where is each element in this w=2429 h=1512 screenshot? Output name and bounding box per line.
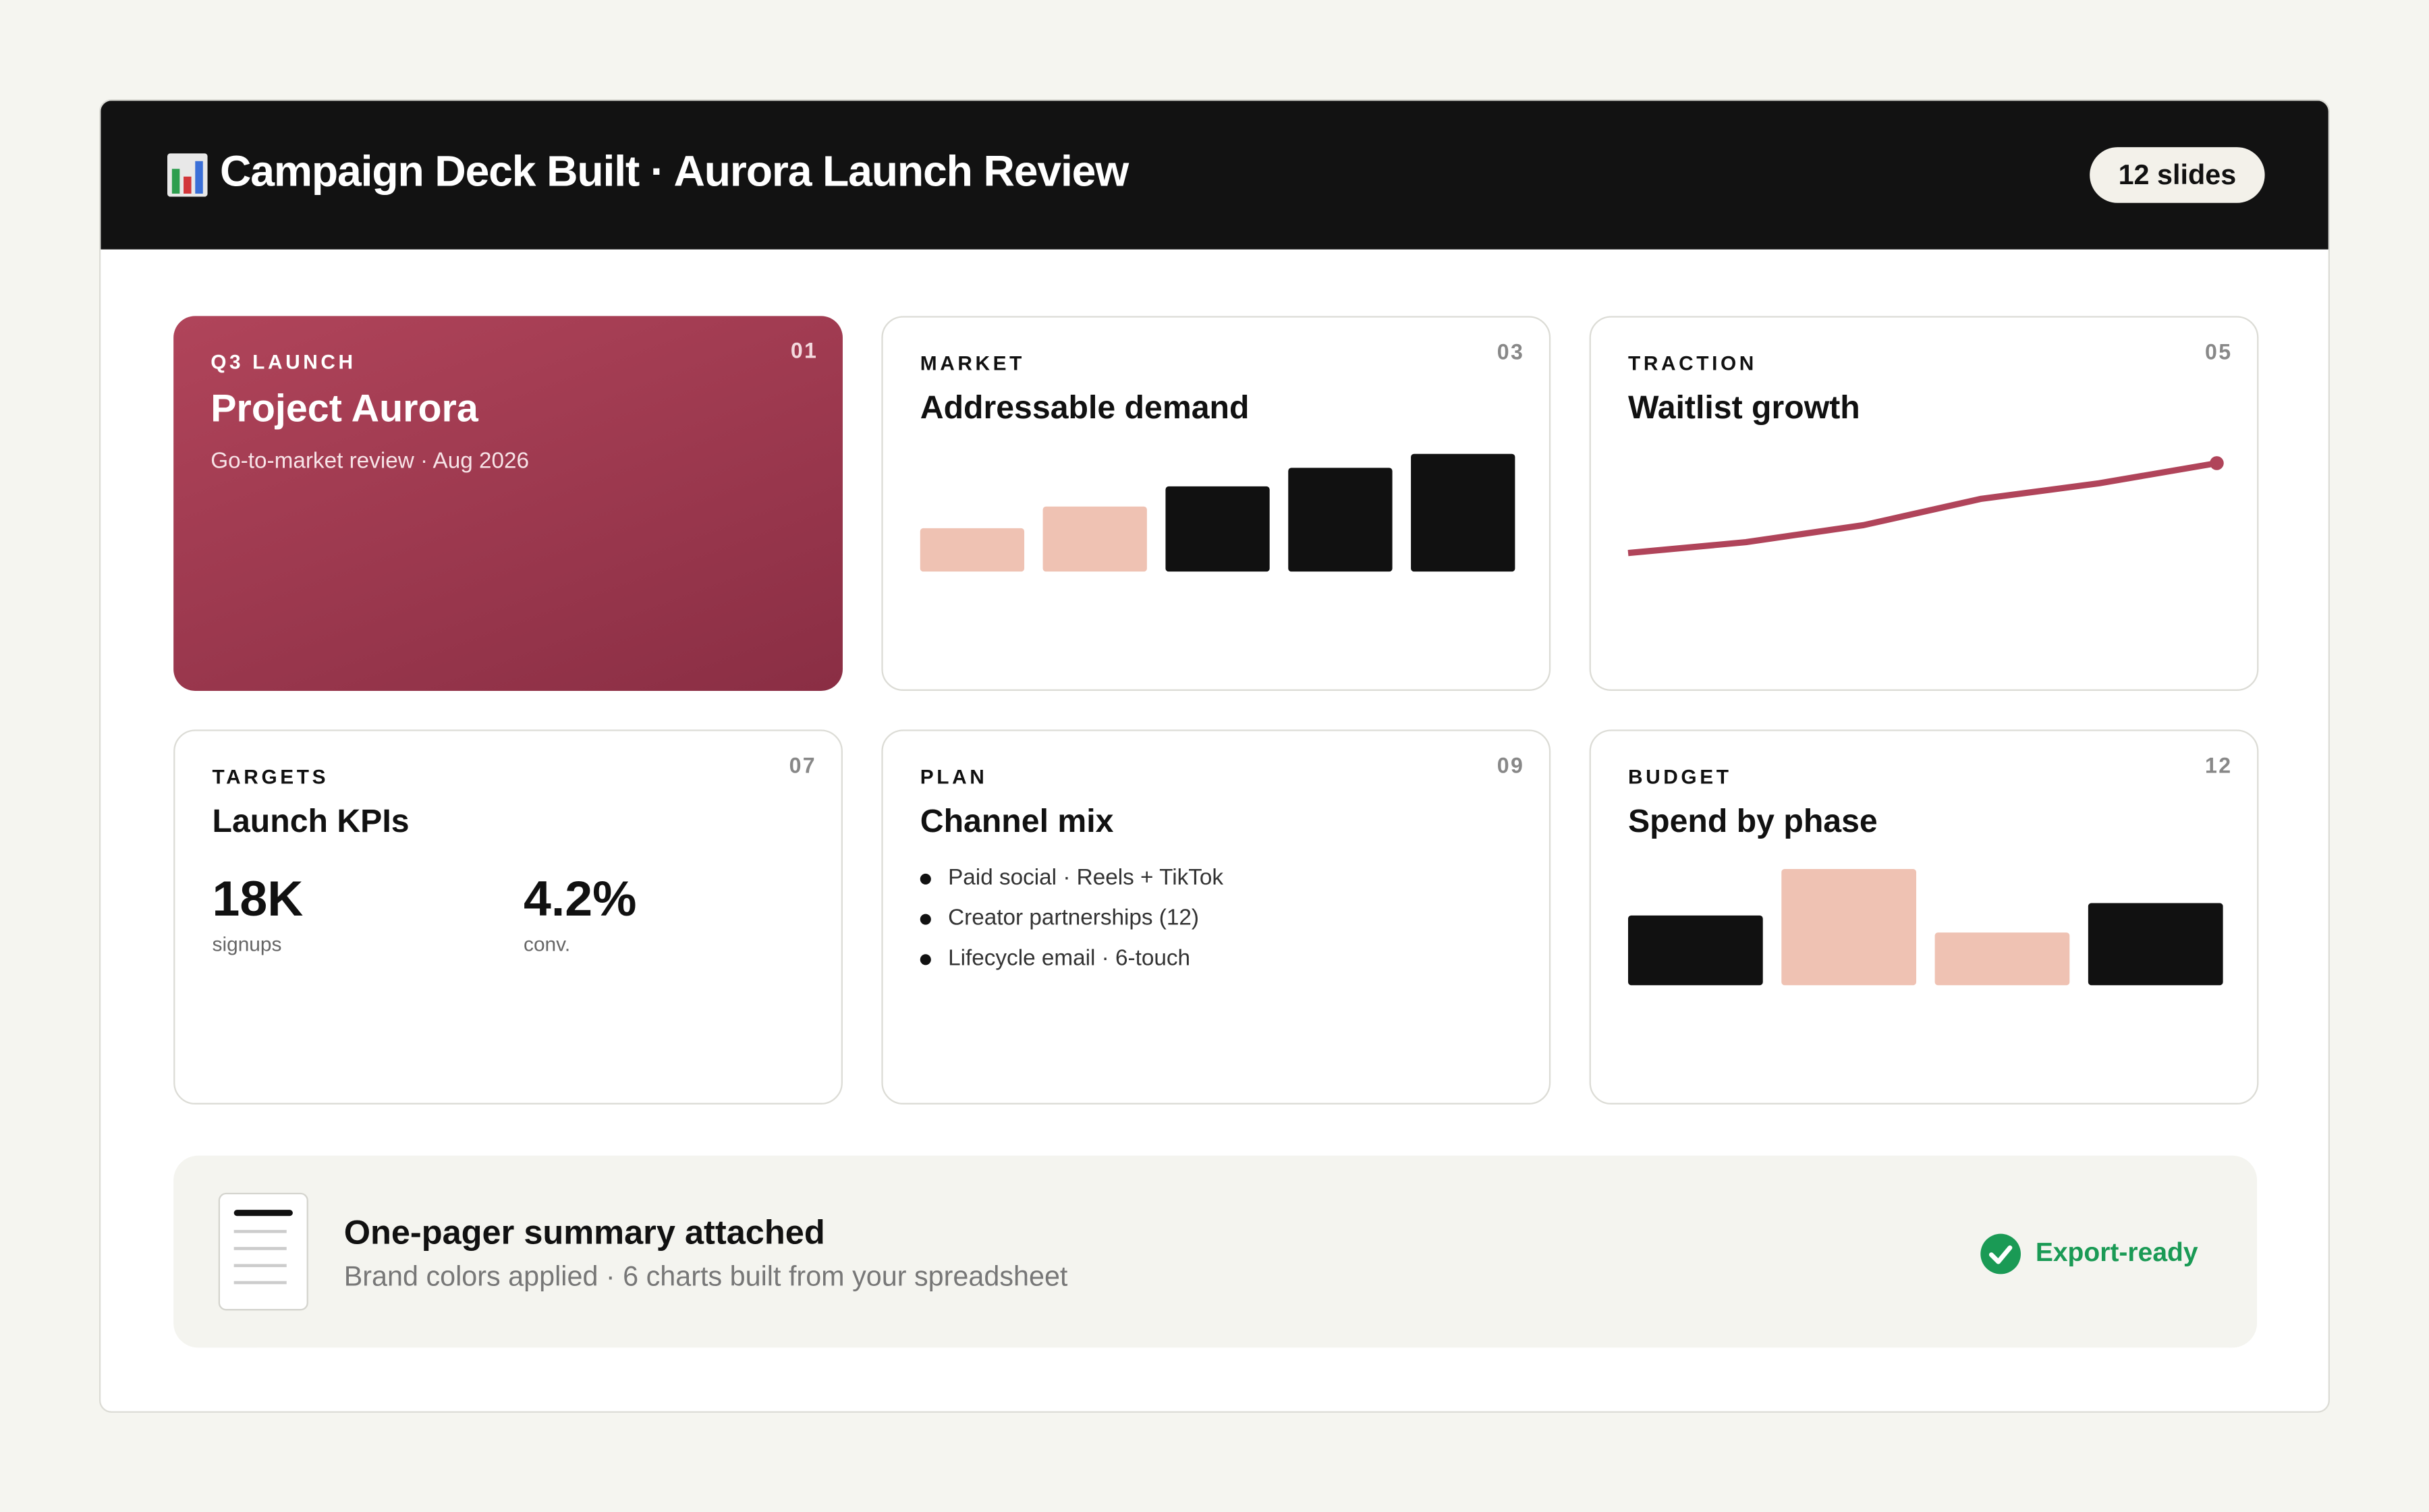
slide-tile: TARGETS 07 Launch KPIs 18K signups 4.2% conv. (173, 729, 843, 1104)
header: Campaign Deck Built · Aurora Launch Revi… (101, 101, 2328, 250)
kpi-value: 4.2% (524, 870, 637, 926)
slide-label: PLAN (920, 765, 988, 789)
mini-chart (1627, 869, 2223, 986)
summary-subtitle: Brand colors applied · 6 charts built fr… (343, 1260, 1068, 1292)
kpi-value: 18K (212, 870, 304, 926)
summary-title: One-pager summary attached (343, 1212, 825, 1252)
slide-number: 09 (1497, 752, 1525, 778)
mini-chart (1627, 456, 2224, 557)
slide-title: Spend by phase (1627, 804, 1878, 840)
summary-bar: One-pager summary attached Brand colors … (173, 1155, 2258, 1348)
bullet (920, 873, 931, 885)
deck-card: Campaign Deck Built · Aurora Launch Revi… (99, 99, 2330, 1413)
slide-number: 07 (789, 752, 816, 778)
bar (1165, 486, 1270, 572)
check-icon (1980, 1233, 2021, 1275)
slide-title: Project Aurora (211, 387, 478, 431)
export-status: Export-ready (2035, 1237, 2198, 1268)
bar (1411, 453, 1515, 572)
slide-tile: BUDGET 12 Spend by phase (1589, 729, 2259, 1104)
bar (1781, 869, 1917, 986)
slide-subtitle: Go-to-market review · Aug 2026 (211, 449, 530, 474)
slide-label: Q3 LAUNCH (211, 349, 356, 374)
channel-item: Creator partnerships (12) (948, 906, 1200, 931)
slide-count-badge: 12 slides (2090, 147, 2265, 203)
slide-title: Channel mix (920, 804, 1114, 840)
bullet (920, 914, 931, 925)
slide-tile: TRACTION 05 Waitlist growth (1589, 316, 2259, 691)
channel-item: Lifecycle email · 6-touch (948, 946, 1191, 972)
slide-title: Addressable demand (920, 390, 1250, 426)
slide-label: BUDGET (1627, 765, 1732, 789)
slide-tile: MARKET 03 Addressable demand (881, 316, 1551, 691)
bar (2088, 903, 2223, 986)
slide-number: 05 (2205, 339, 2233, 364)
slide-tile: PLAN 09 Channel mix Paid social · Reels + T… (881, 729, 1551, 1104)
bar (1288, 468, 1393, 572)
slide-label: MARKET (920, 352, 1025, 375)
chart-icon (167, 153, 208, 197)
title: Campaign Deck Built · Aurora Launch Revi… (220, 147, 1129, 196)
document-icon (218, 1192, 308, 1311)
slide-tile: Q3 LAUNCH 01 Project Aurora Go-to-market re… (173, 316, 843, 691)
bar (1627, 915, 1763, 986)
bar (920, 528, 1025, 572)
slide-number: 03 (1497, 339, 1525, 364)
kpi-caption: conv. (524, 932, 571, 956)
bar (1042, 506, 1147, 572)
slide-title: Waitlist growth (1627, 390, 1860, 426)
kpi-caption: signups (212, 932, 282, 956)
bar (1934, 932, 2070, 986)
bullet (920, 954, 931, 965)
slide-number: 01 (790, 337, 818, 363)
mini-chart (920, 453, 1515, 572)
slide-label: TARGETS (212, 765, 329, 789)
slide-label: TRACTION (1627, 352, 1757, 375)
end-point (2210, 456, 2224, 470)
growth-line (1627, 459, 2218, 557)
channel-item: Paid social · Reels + TikTok (948, 866, 1224, 891)
slide-number: 12 (2205, 752, 2233, 778)
slide-title: Launch KPIs (212, 804, 410, 840)
